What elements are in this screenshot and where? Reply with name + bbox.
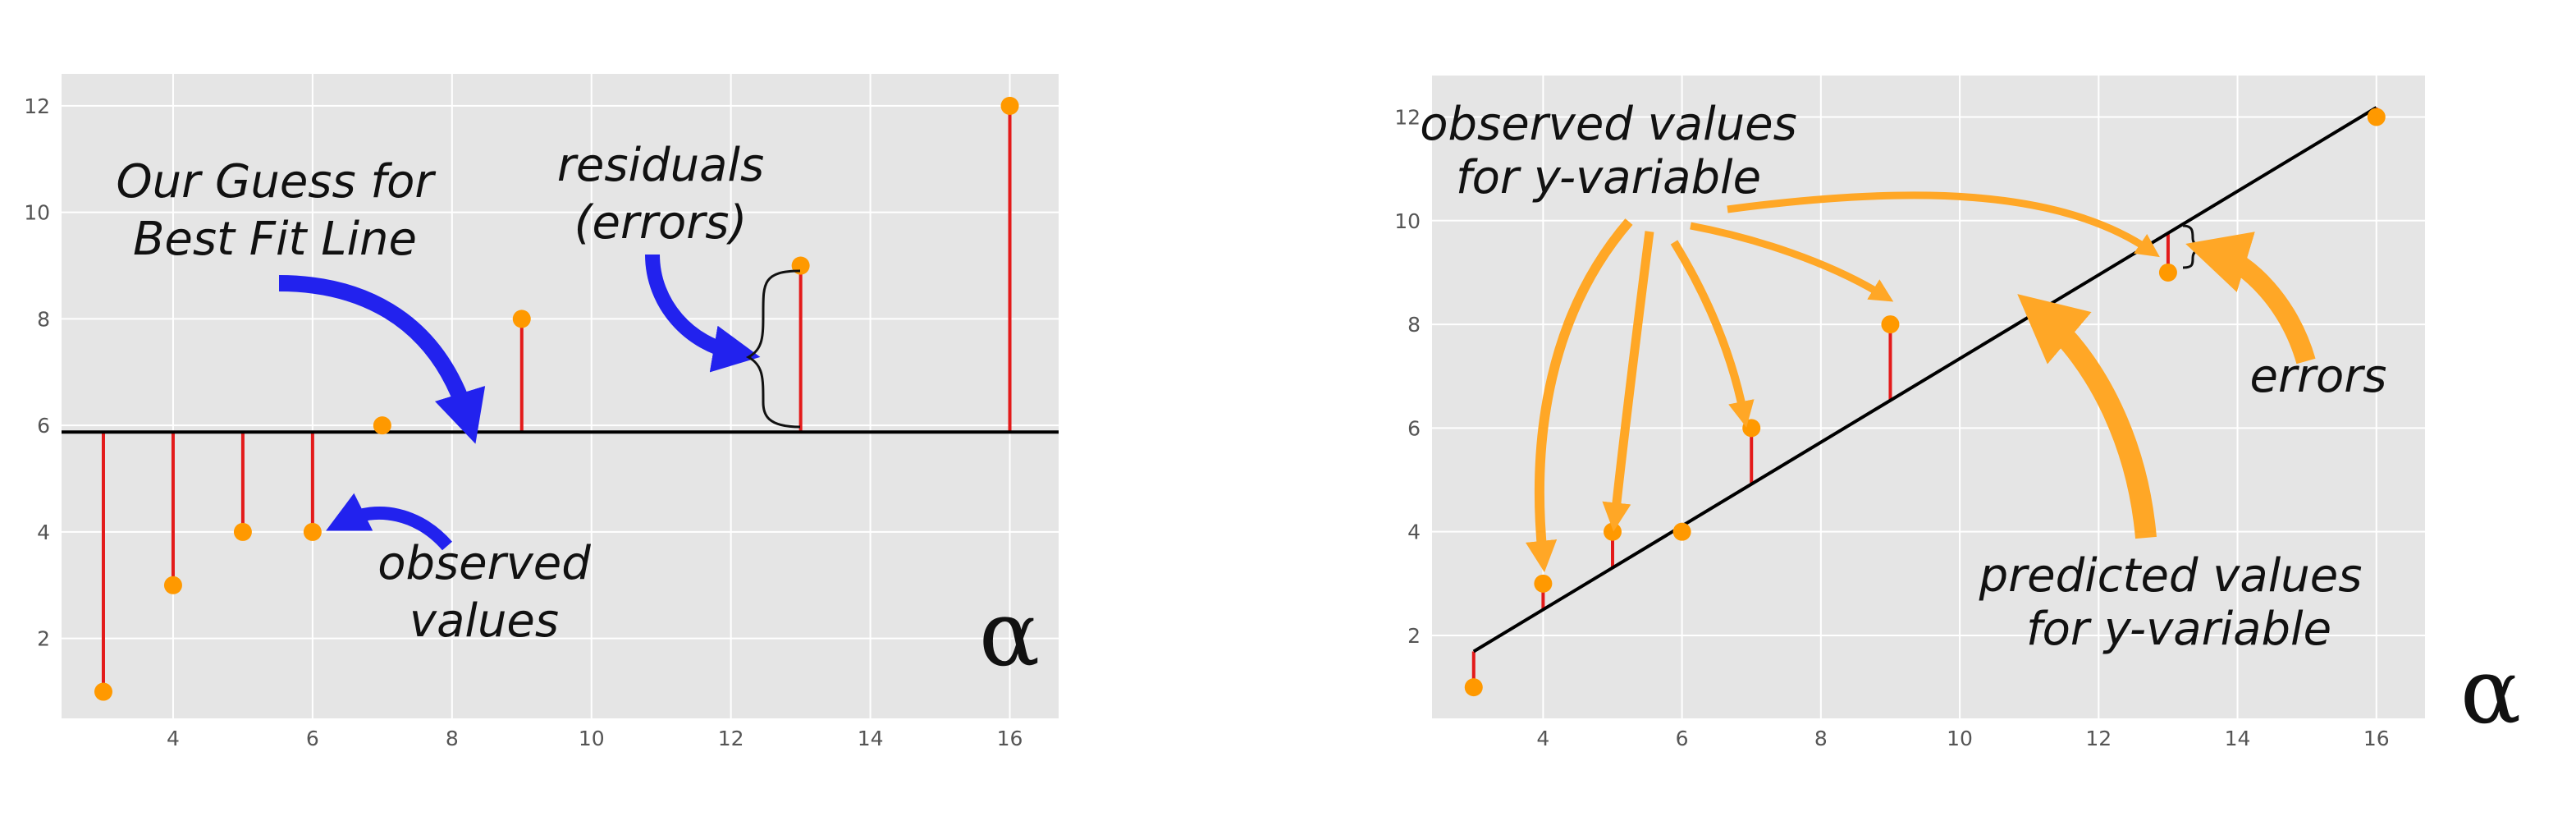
y-tick-label: 2 — [1407, 624, 1421, 648]
x-tick-label: 8 — [1814, 727, 1828, 750]
right-observed-arrow-3 — [1670, 240, 1755, 428]
right-alpha-logo: α — [2460, 639, 2521, 744]
right-observed-arrow-2 — [1602, 231, 1654, 532]
left-residuals-label-2: (errors) — [574, 196, 748, 250]
y-tick-label: 4 — [1407, 521, 1421, 544]
left-plot-background — [62, 74, 1059, 718]
y-tick-label: 8 — [1407, 313, 1421, 337]
data-point — [233, 522, 252, 541]
right-observed-arrow-4 — [1690, 222, 1894, 302]
left-residuals-arrow — [645, 254, 761, 373]
x-tick-label: 16 — [997, 727, 1023, 750]
x-tick-label: 6 — [306, 727, 319, 750]
data-point — [1742, 419, 1761, 438]
y-tick-label: 4 — [37, 521, 50, 544]
x-tick-label: 6 — [1676, 727, 1689, 750]
y-tick-label: 6 — [37, 414, 50, 438]
y-tick-label: 12 — [24, 94, 50, 118]
data-point — [163, 576, 182, 594]
x-tick-label: 8 — [446, 727, 459, 750]
right-x-ticks: 4 6 8 10 12 14 16 — [1536, 727, 2389, 750]
y-tick-label: 12 — [1394, 106, 1421, 130]
x-tick-label: 12 — [2085, 727, 2112, 750]
right-observed-label-2: for y-variable — [1456, 151, 1761, 204]
data-point — [373, 416, 391, 435]
left-observed-label-2: values — [410, 594, 559, 648]
left-points — [94, 96, 1019, 701]
right-plot-background — [1432, 76, 2425, 718]
left-x-ticks: 4 6 8 10 12 14 16 — [167, 727, 1023, 750]
left-y-ticks: 2 4 6 8 10 12 — [24, 94, 50, 651]
left-guess-label-1: Our Guess for — [117, 155, 437, 209]
fit-line — [1472, 106, 2377, 654]
right-observed-arrow-5 — [1727, 191, 2160, 258]
data-point — [1672, 522, 1691, 541]
right-predicted-label-1: predicted values — [1979, 549, 2363, 603]
left-residuals-label-1: residuals — [557, 139, 764, 192]
x-tick-label: 4 — [1536, 727, 1549, 750]
right-observed-label-1: observed values — [1420, 98, 1797, 151]
data-point — [1604, 522, 1622, 541]
y-tick-label: 8 — [37, 307, 50, 331]
x-tick-label: 10 — [579, 727, 605, 750]
right-fit-line — [1472, 106, 2377, 654]
left-guess-arrow — [278, 275, 486, 444]
data-point — [94, 682, 112, 701]
x-tick-label: 16 — [2363, 727, 2390, 750]
right-errors-label: errors — [2250, 350, 2387, 403]
data-point — [2158, 263, 2177, 282]
left-chart: 4 6 8 10 12 14 16 2 4 6 8 10 12 Our Guess for Best … — [24, 74, 1059, 750]
y-tick-label: 10 — [1394, 209, 1421, 233]
right-observed-arrow-1 — [1525, 218, 1633, 573]
y-tick-label: 2 — [37, 627, 50, 651]
left-guess-label-2: Best Fit Line — [133, 213, 417, 266]
right-y-ticks: 2 4 6 8 10 12 — [1394, 106, 1421, 648]
right-predicted-arrow — [2017, 294, 2157, 539]
right-chart: 4 6 8 10 12 14 16 2 4 6 8 10 12 observed values for… — [1394, 76, 2521, 750]
data-point — [303, 522, 322, 541]
right-predicted-label-2: for y-variable — [2026, 603, 2331, 656]
x-tick-label: 14 — [858, 727, 884, 750]
left-observed-arrow — [326, 493, 453, 551]
data-point — [1534, 574, 1553, 593]
left-residual-brace — [745, 269, 801, 429]
data-point — [2367, 108, 2386, 126]
data-point — [512, 310, 531, 328]
data-point — [1881, 315, 1900, 334]
x-tick-label: 14 — [2225, 727, 2251, 750]
data-point — [1464, 678, 1483, 697]
x-tick-label: 12 — [718, 727, 744, 750]
x-tick-label: 4 — [167, 727, 180, 750]
right-errors-arrow — [2185, 232, 2316, 365]
data-point — [1000, 96, 1019, 115]
left-alpha-logo: α — [979, 581, 1040, 686]
left-residuals — [101, 105, 1012, 692]
y-tick-label: 10 — [24, 201, 50, 225]
y-tick-label: 6 — [1407, 416, 1421, 440]
left-observed-label-1: observed — [377, 537, 591, 590]
x-tick-label: 10 — [1947, 727, 1973, 750]
